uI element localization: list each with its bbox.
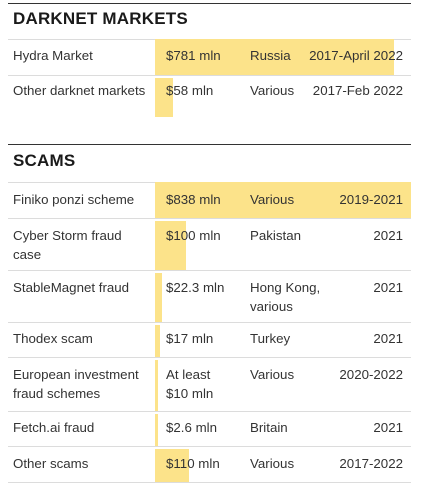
value-bar: [155, 39, 394, 75]
section-title-darknet: DARKNET MARKETS: [13, 9, 188, 28]
row-period: 2017-Feb 2022: [312, 83, 403, 98]
row-divider: [8, 411, 411, 412]
row-period: 2020-2022: [339, 367, 403, 382]
row-amount: $22.3 mln: [166, 280, 225, 295]
table-row: StableMagnet fraud $22.3 mln Hong Kong, …: [0, 270, 429, 322]
row-country: Britain: [250, 420, 288, 435]
table-row: Other darknet markets $58 mln Various 20…: [0, 75, 429, 117]
row-divider: [8, 75, 411, 76]
table-row: Other scams $110 mln Various 2017-2022: [0, 446, 429, 482]
row-divider: [8, 482, 411, 483]
section-rule: [8, 3, 411, 4]
table-row: Cyber Storm fraud case $100 mln Pakistan…: [0, 218, 429, 270]
row-amount: $100 mln: [166, 228, 221, 243]
row-divider: [8, 322, 411, 323]
row-amount: $2.6 mln: [166, 420, 217, 435]
row-name: Cyber Storm fraud case: [13, 228, 122, 262]
row-divider: [8, 357, 411, 358]
value-bar: [155, 414, 158, 446]
row-amount: At least $10 mln: [166, 367, 214, 401]
row-period: 2017-April 2022: [309, 48, 403, 63]
row-divider: [8, 218, 411, 219]
value-bar: [155, 221, 186, 270]
row-amount: $58 mln: [166, 83, 214, 98]
row-country: Various: [250, 367, 295, 382]
row-amount: $838 mln: [166, 192, 221, 207]
row-country: Russia: [250, 48, 291, 63]
value-bar: [155, 360, 158, 411]
row-name: European investment fraud schemes: [13, 367, 139, 401]
table-row: Thodex scam $17 mln Turkey 2021: [0, 322, 429, 357]
row-amount: $17 mln: [166, 331, 214, 346]
row-divider: [8, 446, 411, 447]
table-row: Hydra Market $781 mln Russia 2017-April …: [0, 39, 429, 75]
row-amount: $781 mln: [166, 48, 221, 63]
value-bar: [155, 449, 189, 482]
section-title-scams: SCAMS: [13, 151, 76, 170]
row-period: 2021: [373, 420, 403, 435]
row-period: 2021: [373, 228, 403, 243]
row-country: Various: [250, 456, 295, 471]
row-name: Other scams: [13, 456, 89, 471]
row-country: Hong Kong, various: [250, 280, 321, 314]
value-bar: [155, 182, 411, 218]
table-row: Fetch.ai fraud $2.6 mln Britain 2021: [0, 411, 429, 446]
row-name: Finiko ponzi scheme: [13, 192, 135, 207]
row-country: Pakistan: [250, 228, 301, 243]
row-country: Various: [250, 83, 295, 98]
row-amount: $110 mln: [166, 456, 220, 471]
row-period: 2021: [373, 280, 403, 295]
row-period: 2021: [373, 331, 403, 346]
table-row: Finiko ponzi scheme $838 mln Various 201…: [0, 182, 429, 218]
value-bar: [155, 325, 160, 357]
section-rule: [8, 144, 411, 145]
row-divider: [8, 270, 411, 271]
row-name: Fetch.ai fraud: [13, 420, 95, 435]
value-bar: [155, 273, 162, 322]
table-row: European investment fraud schemes At lea…: [0, 357, 429, 411]
value-bar: [155, 78, 173, 117]
row-name: Hydra Market: [13, 48, 93, 63]
row-name: Thodex scam: [13, 331, 93, 346]
row-period: 2019-2021: [339, 192, 403, 207]
row-country: Various: [250, 192, 295, 207]
row-period: 2017-2022: [339, 456, 403, 471]
row-name: StableMagnet fraud: [13, 280, 130, 295]
row-country: Turkey: [250, 331, 291, 346]
row-name: Other darknet markets: [13, 83, 146, 98]
